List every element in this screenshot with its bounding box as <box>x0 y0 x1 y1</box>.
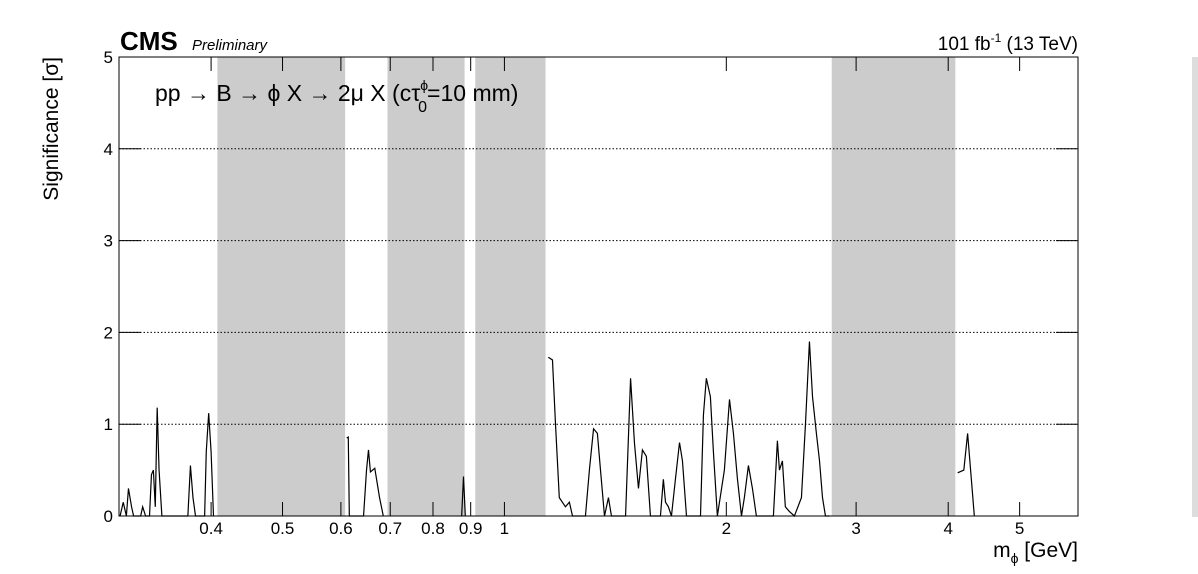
x-label-main: m <box>993 539 1011 562</box>
x-tick-label: 2 <box>722 519 731 538</box>
x-label-tail: [GeV] <box>1018 539 1078 562</box>
excluded-band <box>831 57 956 516</box>
lumi-tail: (13 TeV) <box>1001 34 1078 55</box>
experiment-label: CMS <box>120 26 178 56</box>
lumi-label: 101 fb-1 (13 TeV) <box>938 31 1078 55</box>
status-label: Preliminary <box>192 37 269 54</box>
excluded-band <box>217 57 346 516</box>
x-tick-label: 0.7 <box>378 519 402 538</box>
y-tick-label: 0 <box>104 507 113 526</box>
excluded-band <box>387 57 465 516</box>
x-tick-label: 0.8 <box>421 519 445 538</box>
x-tick-label: 3 <box>851 519 860 538</box>
x-label-sub: ϕ <box>1011 550 1019 566</box>
annotation-sup: ϕ <box>420 77 428 93</box>
significance-line <box>119 341 975 518</box>
x-tick-label: 5 <box>1015 519 1024 538</box>
lumi-main: 101 fb <box>938 34 991 55</box>
x-tick-label: 0.9 <box>459 519 483 538</box>
y-tick-label: 4 <box>104 140 113 159</box>
y-tick-label: 1 <box>104 415 113 434</box>
annotation-main: pp → B → ϕ X → 2μ X (cτ <box>155 80 420 106</box>
y-tick-label: 3 <box>104 232 113 251</box>
y-tick-label: 5 <box>104 48 113 67</box>
x-tick-label: 0.4 <box>199 519 223 538</box>
x-axis-label: mϕ [GeV] <box>993 539 1078 566</box>
y-tick-label: 2 <box>104 323 113 342</box>
lumi-sup: -1 <box>991 31 1002 45</box>
annotation-sub: 0 <box>418 99 427 116</box>
side-strip <box>1192 57 1198 517</box>
annotation: pp → B → ϕ X → 2μ X (cτϕ 0=10 mm) <box>155 77 518 116</box>
x-tick-label: 0.6 <box>329 519 353 538</box>
curve-layer <box>119 341 975 518</box>
annotation-tail: =10 mm) <box>427 80 518 106</box>
plot-frame <box>118 56 1079 517</box>
x-tick-label: 4 <box>943 519 952 538</box>
band-layer <box>217 57 956 516</box>
x-tick-label: 1 <box>500 519 509 538</box>
excluded-band <box>475 57 546 516</box>
grid-layer <box>119 148 1078 425</box>
x-tick-label: 0.5 <box>271 519 295 538</box>
tick-layer: 0 1 2 3 4 5 0.4 0.5 0.6 0.7 0.8 0.9 1 2 3 4 5 <box>104 48 1078 538</box>
y-axis-label: Significance [σ] <box>40 57 63 201</box>
